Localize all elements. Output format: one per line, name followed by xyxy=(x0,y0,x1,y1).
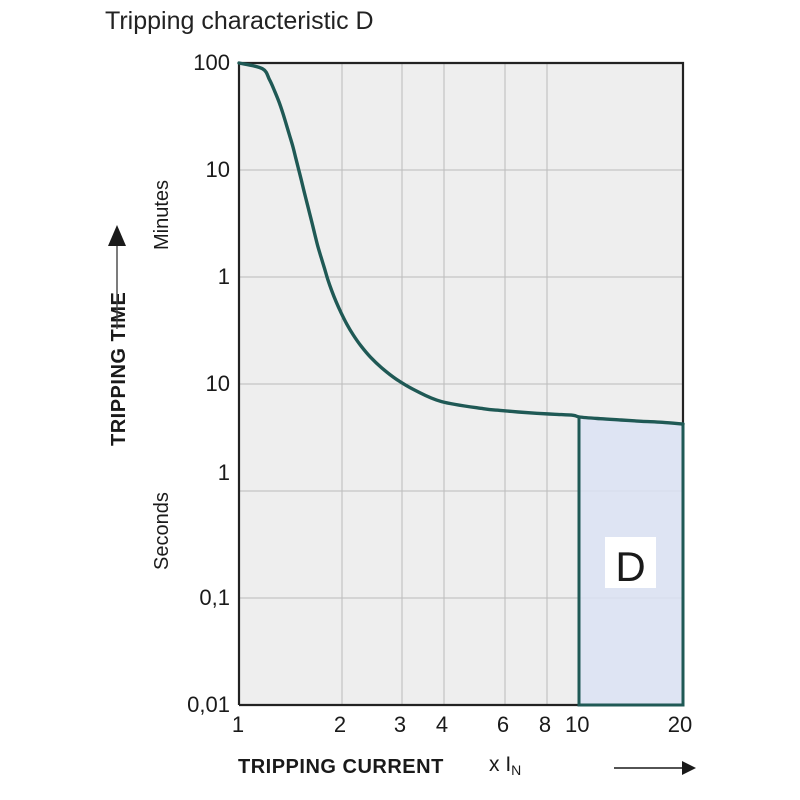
svg-text:D: D xyxy=(615,543,645,590)
